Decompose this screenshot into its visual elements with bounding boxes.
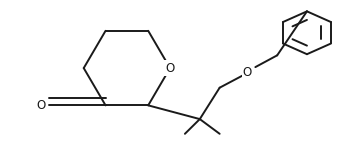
- Text: O: O: [166, 62, 175, 75]
- Text: O: O: [36, 99, 46, 112]
- Text: O: O: [243, 67, 252, 79]
